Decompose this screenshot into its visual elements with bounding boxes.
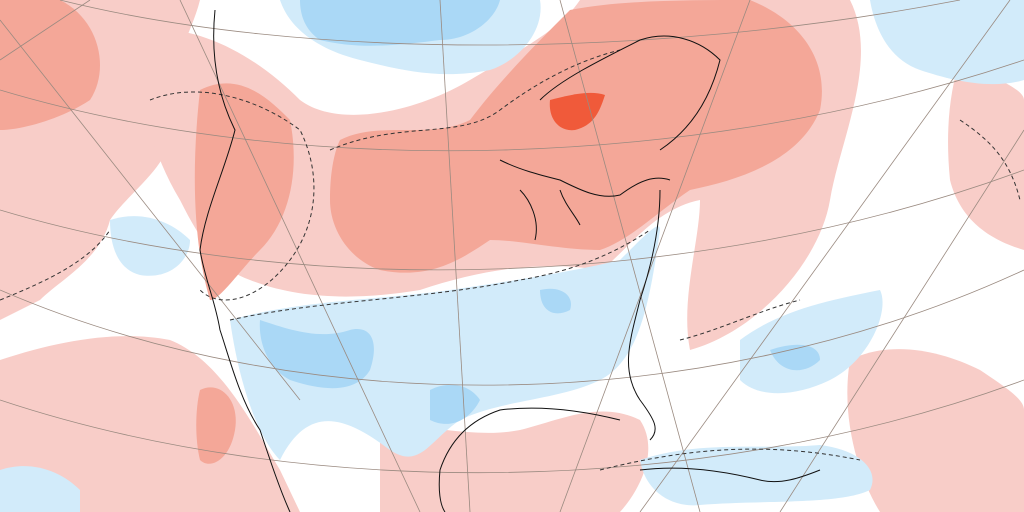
medium-blue-areas (259, 0, 820, 424)
medium-pink-areas (0, 0, 822, 464)
coastlines (199, 9, 821, 512)
anomaly-contours (0, 49, 1021, 471)
red-core (549, 92, 605, 131)
